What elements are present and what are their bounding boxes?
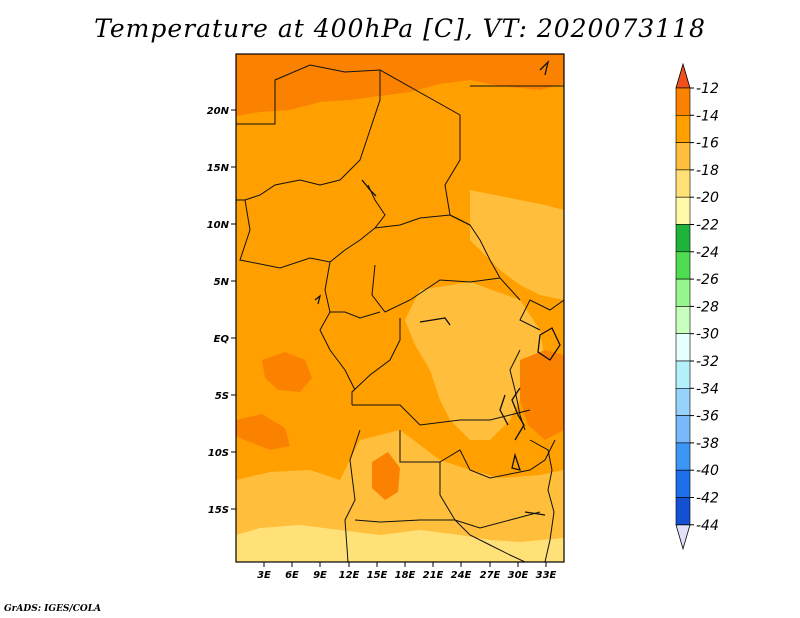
lat-axis: 20N 15N 10N 5N EQ 5S 10S 15S	[207, 106, 236, 516]
colorbar-label: -30	[696, 327, 719, 343]
lon-label: 12E	[339, 570, 360, 581]
colorbar-segment	[675, 469, 691, 498]
field-angola-blob	[372, 452, 400, 500]
colorbar-label: -28	[696, 299, 719, 315]
lon-label: 24E	[451, 570, 472, 581]
colorbar-label: -24	[696, 245, 719, 261]
footer-credit: GrADS: IGES/COLA	[4, 604, 102, 614]
colorbar-segment	[675, 224, 691, 253]
lat-label: 15S	[208, 505, 229, 516]
colorbar-label: -32	[696, 354, 719, 370]
field-east-light	[470, 190, 564, 300]
colorbar-label: -12	[696, 81, 719, 97]
lon-label: 33E	[536, 570, 557, 581]
field-south-pale	[236, 525, 564, 562]
field-north-warm	[236, 54, 564, 116]
colorbar-label: -42	[696, 491, 719, 507]
colorbar-segment	[675, 387, 691, 416]
country-borders	[236, 64, 564, 562]
colorbar-label: -26	[696, 272, 719, 288]
field-west-blob-1	[262, 352, 312, 392]
lat-label: 20N	[207, 106, 230, 117]
lakes	[314, 59, 561, 516]
colorbar-segment	[675, 251, 691, 280]
colorbar-segment	[675, 415, 691, 444]
colorbar-segment	[675, 442, 691, 471]
colorbar: -12 -14 -16 -18 -20 -22 -24 -26 -28 -30 -32 -34 -36 -…	[675, 62, 719, 551]
colorbar-label: -14	[696, 108, 719, 124]
lat-label: EQ	[214, 334, 230, 345]
colorbar-segment	[675, 278, 691, 307]
colorbar-label: -22	[696, 218, 719, 234]
colorbar-label: -38	[696, 436, 719, 452]
lat-label: 15N	[207, 163, 230, 174]
colorbar-label: -36	[696, 409, 719, 425]
field-east-orange	[520, 350, 564, 440]
colorbar-bottom-arrow	[675, 524, 691, 551]
lat-label: 5S	[215, 391, 229, 402]
colorbar-label: -18	[696, 163, 719, 179]
field-west-blob-2	[236, 414, 290, 450]
lon-label: 9E	[313, 570, 327, 581]
colorbar-label: -34	[696, 381, 719, 397]
lat-label: 5N	[214, 277, 230, 288]
lon-label: 18E	[395, 570, 416, 581]
colorbar-segment	[675, 306, 691, 334]
colorbar-segment	[675, 497, 691, 526]
map-title: Temperature at 400hPa [C], VT: 202007311…	[94, 14, 706, 43]
colorbar-segment	[675, 87, 691, 116]
colorbar-label: -44	[696, 518, 719, 534]
colorbar-segment	[675, 196, 691, 225]
temperature-field	[236, 54, 564, 562]
lat-label: 10S	[208, 448, 229, 459]
lon-label: 15E	[367, 570, 388, 581]
lon-label: 3E	[257, 570, 271, 581]
lon-label: 6E	[285, 570, 299, 581]
map-frame	[235, 53, 565, 563]
colorbar-segment	[675, 169, 691, 198]
colorbar-segment	[675, 360, 691, 389]
colorbar-label: -40	[696, 463, 719, 479]
colorbar-label: -16	[696, 136, 719, 152]
lon-label: 27E	[480, 570, 501, 581]
lon-label: 30E	[508, 570, 529, 581]
colorbar-segment	[675, 142, 691, 171]
lon-label: 21E	[423, 570, 444, 581]
colorbar-segment	[675, 115, 691, 143]
lat-label: 10N	[207, 220, 230, 231]
colorbar-top-arrow	[675, 62, 691, 89]
field-congo-light	[405, 282, 545, 440]
lon-axis: 3E 6E 9E 12E 15E 18E 21E 24E 27E 30E 33E	[257, 562, 557, 581]
colorbar-segment	[675, 333, 691, 362]
colorbar-label: -20	[696, 190, 719, 206]
